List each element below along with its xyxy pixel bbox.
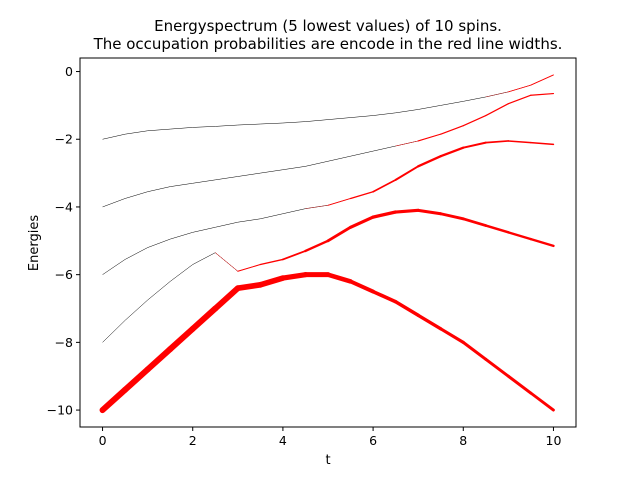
- occupation-segment-1: [506, 374, 533, 395]
- occupation-segment-4: [417, 133, 442, 142]
- occupation-segment-2: [259, 258, 284, 266]
- occupation-segment-1: [439, 327, 465, 344]
- occupation-segment-4: [530, 92, 555, 96]
- occupation-segment-3: [462, 141, 487, 149]
- y-tick-label: −4: [55, 199, 73, 214]
- x-axis: 0 2 4 6 8 10: [99, 427, 562, 448]
- occupation-segment-3: [349, 191, 374, 200]
- occupation-segment-4: [395, 140, 419, 147]
- y-tick-label: −2: [55, 132, 73, 147]
- occupation-segment-3: [439, 146, 465, 158]
- occupation-segment-5: [485, 91, 509, 98]
- occupation-segment-1: [167, 325, 196, 353]
- occupation-segment-3: [372, 179, 397, 193]
- occupation-segment-3: [417, 155, 442, 168]
- x-tick-label: 2: [189, 433, 197, 448]
- occupation-segment-3: [530, 141, 555, 146]
- y-tick-label: −8: [55, 335, 73, 350]
- occupation-segment-1: [144, 346, 174, 373]
- occupation-segment-3: [507, 140, 532, 144]
- occupation-segment-2: [507, 231, 533, 241]
- occupation-segment-2: [484, 224, 510, 234]
- occupation-segment-2: [394, 208, 420, 214]
- occupation-segment-2: [237, 263, 261, 272]
- occupation-segment-2: [304, 239, 330, 253]
- x-axis-label: t: [325, 453, 330, 468]
- series-layer: [99, 74, 555, 414]
- energy-level-line-5: [102, 74, 554, 140]
- occupation-segment-1: [189, 305, 219, 332]
- occupation-segment-1: [416, 313, 443, 331]
- occupation-segment-2: [461, 217, 488, 227]
- y-axis: 0 −2 −4 −6 −8 −10: [47, 64, 80, 418]
- occupation-segment-1: [348, 279, 376, 294]
- occupation-segment-1: [484, 357, 510, 378]
- occupation-segment-5: [530, 74, 554, 86]
- chart-title-line-1: Energyspectrum (5 lowest values) of 10 s…: [154, 17, 502, 35]
- occupation-segment-4: [485, 103, 509, 117]
- occupation-segment-4: [462, 114, 487, 127]
- occupation-segment-1: [257, 275, 286, 288]
- occupation-segment-2: [348, 215, 375, 229]
- occupation-segment-1: [325, 272, 353, 284]
- occupation-segment-2: [282, 250, 307, 261]
- occupation-segment-3: [305, 205, 329, 209]
- x-tick-label: 10: [546, 433, 562, 448]
- y-tick-label: 0: [65, 64, 73, 79]
- occupation-segment-3: [327, 198, 351, 206]
- occupation-segment-1: [393, 300, 420, 318]
- occupation-segment-2: [439, 212, 465, 221]
- occupation-segment-1: [529, 391, 555, 412]
- x-tick-label: 0: [99, 433, 107, 448]
- y-tick-label: −6: [55, 267, 73, 282]
- occupation-segment-3: [484, 140, 510, 144]
- occupation-segment-1: [234, 281, 264, 292]
- occupation-segment-5: [507, 84, 532, 93]
- occupation-segment-2: [416, 208, 443, 216]
- x-tick-label: 4: [279, 433, 287, 448]
- occupation-segment-1: [280, 272, 309, 281]
- occupation-segment-1: [461, 340, 488, 361]
- x-tick-label: 6: [369, 433, 377, 448]
- occupation-segment-1: [371, 289, 398, 304]
- occupation-segment-1: [99, 386, 129, 414]
- chart-title-line-2: The occupation probabilities are encode …: [93, 35, 563, 53]
- occupation-segment-2: [215, 252, 239, 272]
- occupation-segment-1: [212, 285, 241, 312]
- y-tick-label: −10: [47, 403, 73, 418]
- occupation-segment-2: [326, 225, 352, 243]
- occupation-segment-2: [371, 210, 398, 219]
- occupation-segment-4: [507, 94, 532, 105]
- plot-frame: [79, 57, 577, 428]
- occupation-segment-1: [122, 366, 151, 393]
- y-axis-label: Energies: [27, 215, 42, 271]
- occupation-segment-2: [529, 237, 555, 248]
- x-tick-label: 8: [459, 433, 467, 448]
- occupation-segment-4: [440, 125, 464, 135]
- occupation-segment-3: [394, 165, 420, 181]
